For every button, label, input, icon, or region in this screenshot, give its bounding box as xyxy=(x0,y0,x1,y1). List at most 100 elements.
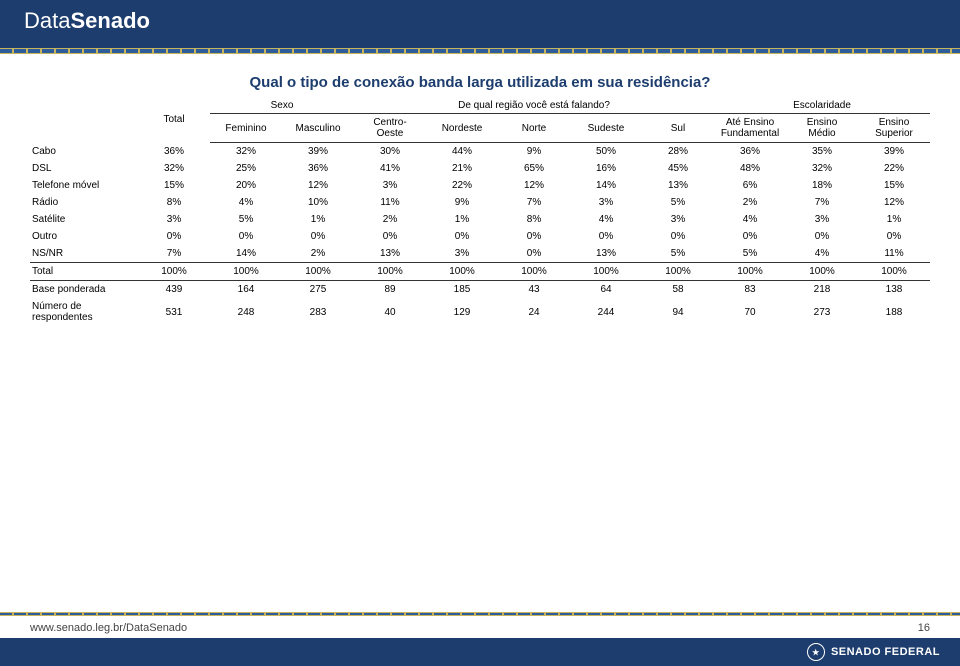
cell: 0% xyxy=(282,228,354,245)
col-reg-2: Norte xyxy=(498,114,570,143)
cell: 1% xyxy=(282,211,354,228)
cell: 2% xyxy=(282,245,354,263)
row-label: Telefone móvel xyxy=(30,177,138,194)
cell: 13% xyxy=(642,177,714,194)
cell: 11% xyxy=(858,245,930,263)
cell: 164 xyxy=(210,281,282,299)
cell: 100% xyxy=(498,263,570,281)
cell: 10% xyxy=(282,194,354,211)
cell: 11% xyxy=(354,194,426,211)
cell: 45% xyxy=(642,160,714,177)
cell: 8% xyxy=(138,194,210,211)
data-table: Total Sexo De qual região você está fala… xyxy=(30,97,930,326)
cell: 138 xyxy=(858,281,930,299)
emblem-icon: ★ xyxy=(807,643,825,661)
cell: 273 xyxy=(786,298,858,326)
table-title: Qual o tipo de conexão banda larga utili… xyxy=(30,74,930,91)
table-row: Número derespondentes5312482834012924244… xyxy=(30,298,930,326)
cell: 7% xyxy=(786,194,858,211)
cell: 100% xyxy=(714,263,786,281)
col-esc-0: Até EnsinoFundamental xyxy=(714,114,786,143)
cell: 28% xyxy=(642,143,714,161)
cell: 22% xyxy=(858,160,930,177)
cell: 100% xyxy=(282,263,354,281)
row-label: NS/NR xyxy=(30,245,138,263)
cell: 40 xyxy=(354,298,426,326)
cell: 22% xyxy=(426,177,498,194)
cell: 36% xyxy=(138,143,210,161)
cell: 21% xyxy=(426,160,498,177)
cell: 36% xyxy=(282,160,354,177)
cell: 89 xyxy=(354,281,426,299)
table-row: DSL32%25%36%41%21%65%16%45%48%32%22% xyxy=(30,160,930,177)
footer-line: www.senado.leg.br/DataSenado 16 xyxy=(0,616,960,638)
cell: 4% xyxy=(570,211,642,228)
cell: 50% xyxy=(570,143,642,161)
group-escolaridade: Escolaridade xyxy=(714,97,930,114)
table-row: Cabo36%32%39%30%44%9%50%28%36%35%39% xyxy=(30,143,930,161)
cell: 39% xyxy=(282,143,354,161)
cell: 2% xyxy=(354,211,426,228)
cell: 100% xyxy=(354,263,426,281)
cell: 188 xyxy=(858,298,930,326)
cell: 15% xyxy=(138,177,210,194)
cell: 3% xyxy=(642,211,714,228)
cell: 100% xyxy=(642,263,714,281)
row-label: Base ponderada xyxy=(30,281,138,299)
cell: 3% xyxy=(570,194,642,211)
cell: 3% xyxy=(354,177,426,194)
cell: 0% xyxy=(786,228,858,245)
cell: 100% xyxy=(570,263,642,281)
table-row: Telefone móvel15%20%12%3%22%12%14%13%6%1… xyxy=(30,177,930,194)
group-regiao: De qual região você está falando? xyxy=(354,97,714,114)
table-row: Satélite3%5%1%2%1%8%4%3%4%3%1% xyxy=(30,211,930,228)
cell: 12% xyxy=(498,177,570,194)
cell: 58 xyxy=(642,281,714,299)
cell: 7% xyxy=(138,245,210,263)
cell: 32% xyxy=(786,160,858,177)
cell: 0% xyxy=(714,228,786,245)
cell: 15% xyxy=(858,177,930,194)
cell: 6% xyxy=(714,177,786,194)
footer-bar: ★ SENADO FEDERAL xyxy=(0,638,960,666)
cell: 16% xyxy=(570,160,642,177)
cell: 70 xyxy=(714,298,786,326)
cell: 100% xyxy=(210,263,282,281)
cell: 32% xyxy=(138,160,210,177)
cell: 1% xyxy=(858,211,930,228)
col-reg-0: Centro-Oeste xyxy=(354,114,426,143)
col-reg-3: Sudeste xyxy=(570,114,642,143)
cell: 100% xyxy=(138,263,210,281)
cell: 12% xyxy=(282,177,354,194)
row-label: Total xyxy=(30,263,138,281)
logo-word-2: Senado xyxy=(70,8,149,33)
cell: 24 xyxy=(498,298,570,326)
footer-url: www.senado.leg.br/DataSenado xyxy=(30,622,187,634)
cell: 0% xyxy=(354,228,426,245)
cell: 2% xyxy=(714,194,786,211)
cell: 244 xyxy=(570,298,642,326)
col-total: Total xyxy=(138,97,210,143)
col-esc-2: EnsinoSuperior xyxy=(858,114,930,143)
cell: 30% xyxy=(354,143,426,161)
cell: 0% xyxy=(498,245,570,263)
cell: 100% xyxy=(786,263,858,281)
footer: www.senado.leg.br/DataSenado 16 ★ SENADO… xyxy=(0,612,960,666)
cell: 100% xyxy=(858,263,930,281)
cell: 44% xyxy=(426,143,498,161)
cell: 0% xyxy=(210,228,282,245)
cell: 41% xyxy=(354,160,426,177)
cell: 185 xyxy=(426,281,498,299)
cell: 100% xyxy=(426,263,498,281)
cell: 5% xyxy=(642,245,714,263)
logo-word-1: Data xyxy=(24,8,70,33)
cell: 20% xyxy=(210,177,282,194)
row-label: Cabo xyxy=(30,143,138,161)
cell: 18% xyxy=(786,177,858,194)
cell: 5% xyxy=(210,211,282,228)
cell: 4% xyxy=(714,211,786,228)
cell: 4% xyxy=(210,194,282,211)
cell: 14% xyxy=(570,177,642,194)
cell: 283 xyxy=(282,298,354,326)
header: DataSenado xyxy=(0,0,960,48)
